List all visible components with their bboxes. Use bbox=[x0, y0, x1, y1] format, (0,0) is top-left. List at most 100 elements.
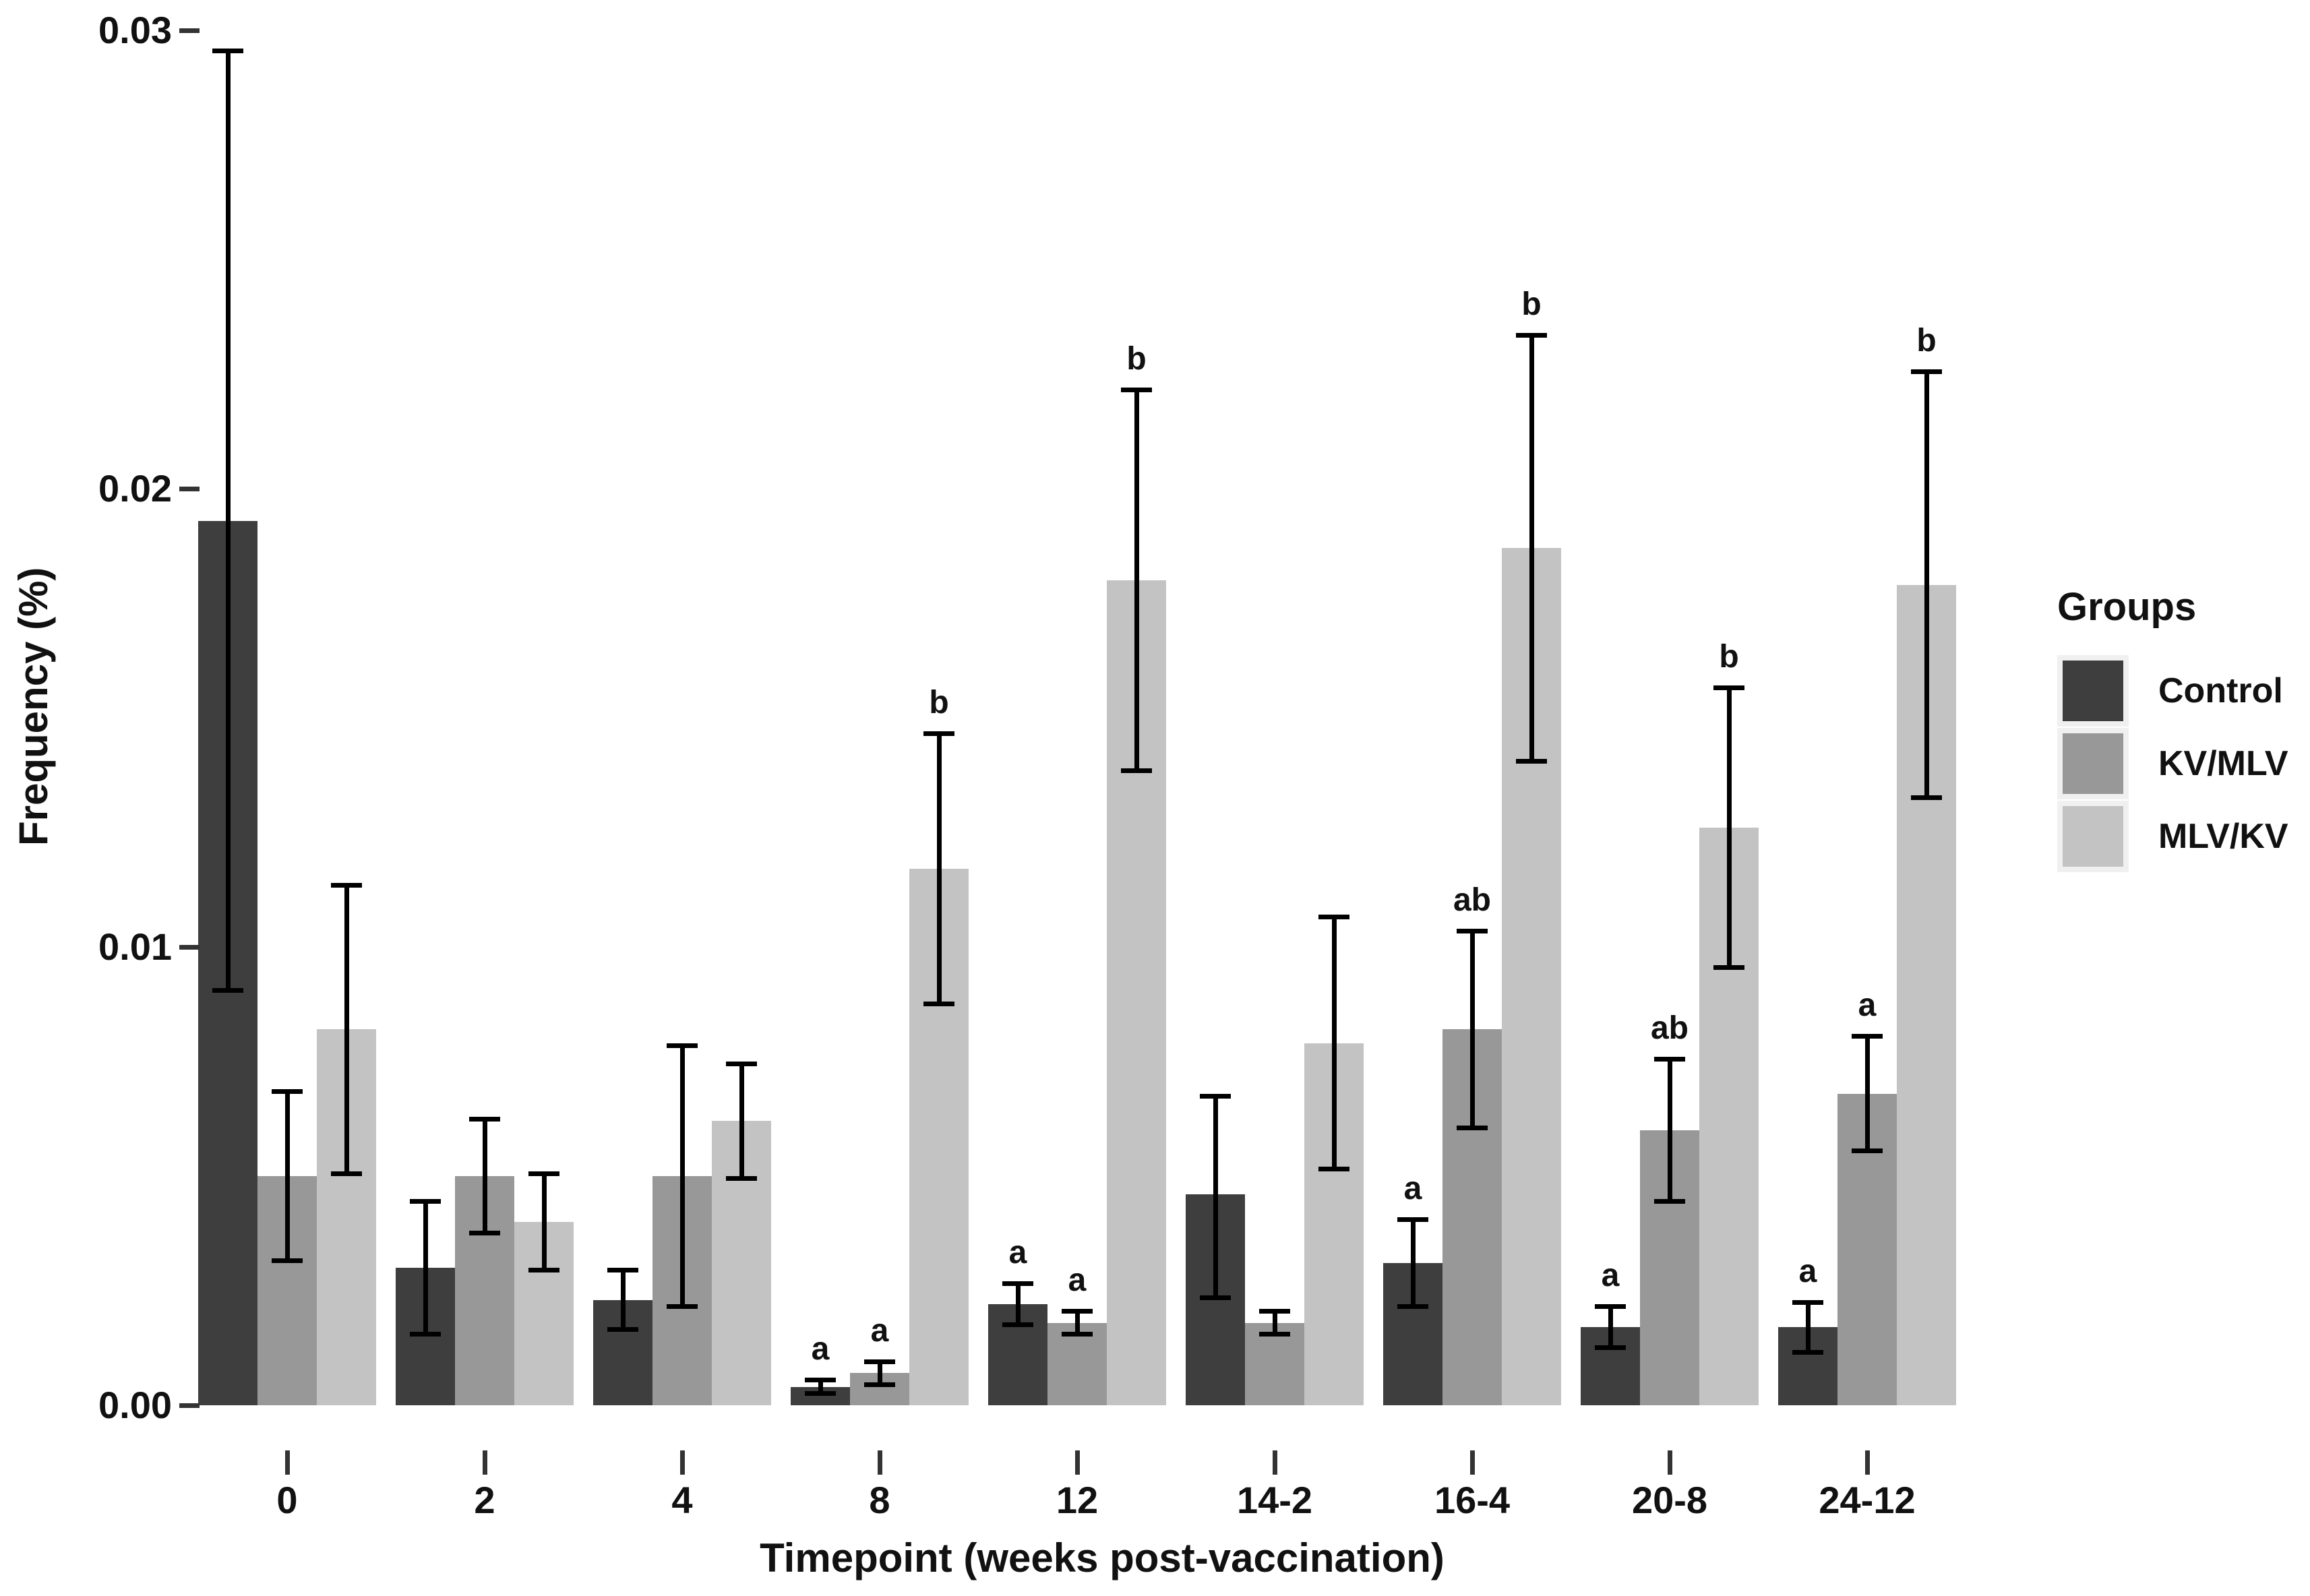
error-bar-cap-low-kv-mlv-8 bbox=[864, 1382, 895, 1387]
x-axis-title: Timepoint (weeks post-vaccination) bbox=[760, 1535, 1445, 1580]
error-bar-kv-mlv-8 bbox=[877, 1359, 882, 1387]
error-bar-control-16-4 bbox=[1410, 1217, 1416, 1310]
x-tick-mark-0 bbox=[285, 1450, 290, 1475]
x-tick-mark-8 bbox=[878, 1450, 882, 1475]
x-tick-label-20-8: 20-8 bbox=[1631, 1479, 1708, 1521]
error-bar-cap-low-control-12 bbox=[1002, 1322, 1033, 1328]
error-bar-cap-low-control-14-2 bbox=[1200, 1295, 1231, 1300]
legend-key bbox=[2057, 655, 2129, 727]
error-bar-cap-high-mlv-kv-12 bbox=[1121, 388, 1152, 393]
error-bar-mlv-kv-16-4 bbox=[1529, 332, 1534, 764]
error-bar-kv-mlv-16-4 bbox=[1469, 928, 1475, 1130]
error-bar-kv-mlv-24-12 bbox=[1864, 1034, 1870, 1153]
legend-title: Groups bbox=[2057, 585, 2197, 629]
sig-letter-kv-mlv-20-8: ab bbox=[1650, 1010, 1689, 1047]
y-tick-label-0.01: 0.01 bbox=[98, 925, 172, 968]
error-bar-cap-low-kv-mlv-12 bbox=[1062, 1332, 1093, 1337]
error-bar-mlv-kv-20-8 bbox=[1726, 685, 1732, 970]
legend-swatch-mlv-kv bbox=[2063, 806, 2123, 867]
error-bar-cap-high-mlv-kv-8 bbox=[923, 731, 954, 737]
legend-label-kv-mlv: KV/MLV bbox=[2158, 744, 2288, 783]
error-bar-control-8 bbox=[818, 1378, 823, 1396]
x-tick-mark-24-12 bbox=[1865, 1450, 1870, 1475]
sig-letter-mlv-kv-24-12: b bbox=[1916, 323, 1937, 359]
error-bar-cap-low-control-2 bbox=[410, 1332, 441, 1337]
sig-letter-control-16-4: a bbox=[1403, 1171, 1422, 1207]
plot-area: a a a a a a a ab ab a b b b b b bbox=[198, 30, 2002, 1405]
error-bar-cap-low-mlv-kv-0 bbox=[331, 1171, 362, 1176]
error-bar-cap-low-kv-mlv-4 bbox=[667, 1304, 698, 1310]
error-bar-cap-high-mlv-kv-20-8 bbox=[1713, 685, 1744, 691]
error-bar-control-14-2 bbox=[1213, 1093, 1218, 1300]
error-bar-control-0 bbox=[225, 49, 231, 993]
x-tick-label-16-4: 16-4 bbox=[1434, 1479, 1511, 1521]
sig-letter-control-20-8: a bbox=[1601, 1258, 1620, 1294]
error-bar-cap-high-control-8 bbox=[805, 1378, 836, 1383]
error-bar-cap-low-kv-mlv-20-8 bbox=[1654, 1198, 1685, 1204]
error-bar-kv-mlv-20-8 bbox=[1667, 1057, 1672, 1204]
legend-label-control: Control bbox=[2158, 671, 2283, 710]
x-tick-mark-20-8 bbox=[1668, 1450, 1672, 1475]
error-bar-kv-mlv-12 bbox=[1074, 1309, 1080, 1337]
error-bar-cap-high-kv-mlv-4 bbox=[667, 1043, 698, 1048]
x-tick-label-4: 4 bbox=[671, 1479, 693, 1521]
error-bar-kv-mlv-14-2 bbox=[1272, 1309, 1277, 1337]
sig-letter-kv-mlv-24-12: a bbox=[1858, 987, 1877, 1024]
error-bar-kv-mlv-4 bbox=[679, 1043, 685, 1310]
x-tick-mark-4 bbox=[680, 1450, 685, 1475]
sig-letter-control-24-12: a bbox=[1798, 1253, 1817, 1289]
x-tick-label-12: 12 bbox=[1056, 1479, 1099, 1521]
y-axis-title: Frequency (%) bbox=[11, 567, 56, 846]
x-tick-label-24-12: 24-12 bbox=[1819, 1479, 1916, 1521]
x-tick-label-0: 0 bbox=[276, 1479, 298, 1521]
error-bar-cap-low-mlv-kv-4 bbox=[726, 1175, 757, 1181]
error-bar-cap-low-kv-mlv-16-4 bbox=[1457, 1126, 1488, 1130]
error-bar-cap-high-mlv-kv-14-2 bbox=[1318, 915, 1349, 920]
x-tick-label-2: 2 bbox=[474, 1479, 495, 1521]
error-bar-cap-high-control-4 bbox=[607, 1268, 638, 1272]
error-bar-cap-low-mlv-kv-20-8 bbox=[1713, 965, 1744, 970]
error-bar-cap-low-control-24-12 bbox=[1792, 1350, 1823, 1355]
error-bar-cap-high-control-24-12 bbox=[1792, 1299, 1823, 1305]
y-tick-mark-0.02 bbox=[179, 487, 200, 491]
error-bar-cap-low-control-4 bbox=[607, 1327, 638, 1332]
x-tick-mark-12 bbox=[1075, 1450, 1080, 1475]
x-tick-mark-16-4 bbox=[1470, 1450, 1475, 1475]
error-bar-control-20-8 bbox=[1608, 1304, 1613, 1351]
error-bar-cap-low-mlv-kv-14-2 bbox=[1318, 1167, 1349, 1172]
error-bar-cap-high-mlv-kv-0 bbox=[331, 882, 362, 888]
error-bar-cap-high-mlv-kv-16-4 bbox=[1516, 332, 1547, 338]
error-bar-control-2 bbox=[423, 1199, 428, 1337]
error-bar-cap-high-kv-mlv-14-2 bbox=[1259, 1309, 1290, 1314]
sig-letter-mlv-kv-12: b bbox=[1126, 341, 1147, 377]
error-bar-cap-low-mlv-kv-12 bbox=[1121, 768, 1152, 773]
error-bar-cap-high-control-2 bbox=[410, 1199, 441, 1204]
error-bar-cap-high-control-0 bbox=[212, 49, 243, 54]
x-tick-label-8: 8 bbox=[869, 1479, 890, 1521]
error-bar-cap-low-kv-mlv-14-2 bbox=[1259, 1332, 1290, 1337]
error-bar-cap-high-kv-mlv-2 bbox=[469, 1116, 500, 1122]
x-tick-label-14-2: 14-2 bbox=[1236, 1479, 1313, 1521]
y-tick-label-0.00: 0.00 bbox=[98, 1384, 172, 1426]
error-bar-cap-low-mlv-kv-2 bbox=[528, 1267, 559, 1272]
y-tick-mark-0.03 bbox=[179, 28, 200, 33]
error-bar-mlv-kv-8 bbox=[936, 731, 942, 1007]
sig-letter-kv-mlv-12: a bbox=[1068, 1262, 1087, 1299]
error-bar-control-24-12 bbox=[1805, 1299, 1811, 1355]
legend-key bbox=[2057, 728, 2129, 799]
sig-letter-control-8: a bbox=[811, 1331, 830, 1368]
bar-kv-mlv-12 bbox=[1047, 1322, 1107, 1405]
error-bar-cap-high-kv-mlv-20-8 bbox=[1654, 1057, 1685, 1062]
error-bar-kv-mlv-2 bbox=[482, 1116, 487, 1236]
legend-row-mlv-kv: MLV/KV bbox=[2057, 801, 2288, 872]
sig-letter-mlv-kv-20-8: b bbox=[1719, 639, 1739, 675]
sig-letter-control-12: a bbox=[1008, 1235, 1027, 1271]
error-bar-cap-high-kv-mlv-24-12 bbox=[1852, 1034, 1883, 1039]
error-bar-mlv-kv-2 bbox=[541, 1171, 547, 1272]
error-bar-cap-low-kv-mlv-0 bbox=[272, 1258, 303, 1264]
sig-letter-kv-mlv-8: a bbox=[870, 1313, 889, 1349]
error-bar-cap-low-mlv-kv-16-4 bbox=[1516, 759, 1547, 764]
sig-letter-kv-mlv-16-4: ab bbox=[1453, 882, 1491, 918]
error-bar-mlv-kv-14-2 bbox=[1331, 915, 1337, 1172]
